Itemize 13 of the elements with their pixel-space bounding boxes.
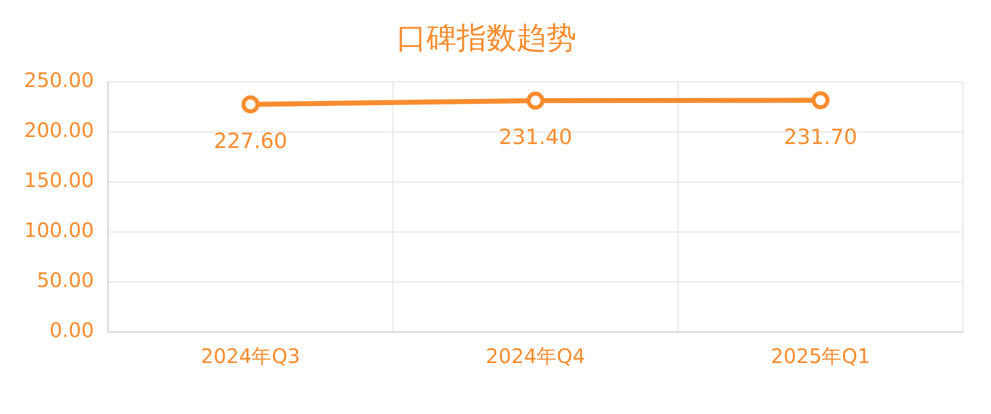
chart-title: 口碑指数趋势 bbox=[396, 20, 576, 56]
x-tick-label: 2024年Q3 bbox=[200, 344, 300, 368]
data-label: 231.70 bbox=[784, 124, 858, 149]
data-label: 227.60 bbox=[214, 128, 288, 153]
x-tick-label: 2024年Q4 bbox=[486, 344, 586, 368]
x-tick-label: 2025年Q1 bbox=[770, 344, 870, 368]
y-tick-label: 50.00 bbox=[36, 268, 94, 292]
y-tick-label: 200.00 bbox=[24, 118, 94, 142]
y-tick-label: 150.00 bbox=[24, 168, 94, 192]
y-tick-label: 0.00 bbox=[49, 318, 94, 342]
data-label: 231.40 bbox=[498, 125, 572, 150]
y-tick-label: 250.00 bbox=[24, 68, 94, 92]
y-tick-label: 100.00 bbox=[24, 218, 94, 242]
